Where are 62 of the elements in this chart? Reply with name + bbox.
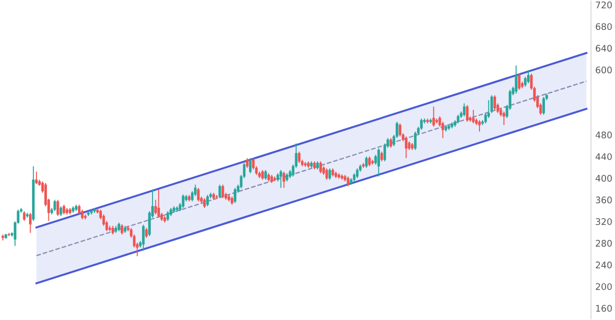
candlestick [206, 194, 209, 207]
y-tick-label: 240 [596, 262, 612, 268]
candlestick [325, 168, 328, 180]
candlestick [222, 184, 224, 199]
candlestick [62, 204, 66, 215]
y-tick-label: 480 [596, 132, 612, 138]
candlestick [22, 210, 26, 222]
y-tick-label: 360 [596, 196, 612, 204]
candlestick [35, 171, 38, 185]
y-tick-label: 400 [596, 174, 612, 182]
candlestick [60, 206, 62, 217]
y-tick-label: 440 [596, 153, 612, 160]
candlestick [298, 151, 300, 164]
candlestick [462, 102, 466, 117]
candlestick [234, 187, 236, 204]
candlestick [56, 199, 60, 217]
candlestick [404, 136, 408, 159]
candlestick [466, 104, 469, 122]
candlestick [218, 184, 222, 199]
candlestick [346, 176, 350, 187]
candlestick [264, 170, 267, 180]
candlestick [319, 160, 322, 174]
candlestick [493, 94, 496, 110]
candlestick [246, 158, 249, 168]
candlestick [527, 70, 530, 84]
candlestick [197, 187, 200, 202]
candlestick [166, 210, 170, 222]
candlestick [377, 148, 380, 178]
candlestick [380, 151, 383, 162]
candlestick [368, 156, 371, 167]
candlestick [182, 194, 184, 208]
candlestick [502, 111, 506, 126]
y-tick-label: 680 [596, 23, 612, 30]
candlestick [157, 189, 160, 218]
candlestick [390, 138, 392, 148]
candlestick [249, 158, 252, 174]
candlestick [120, 224, 124, 235]
candlestick [53, 199, 56, 212]
candlestick [518, 73, 520, 90]
candlestick [282, 171, 286, 188]
y-tick-label: 320 [596, 218, 612, 226]
candlestick [203, 198, 206, 208]
candlestick [356, 168, 359, 179]
candlestick [490, 94, 493, 114]
y-tick-label: 600 [596, 66, 612, 74]
candlestick [514, 64, 518, 94]
y-tick-label: 160 [596, 304, 612, 312]
y-tick-label: 720 [596, 2, 612, 8]
candlestick [365, 156, 368, 168]
candlestick [478, 120, 481, 132]
candlestick [145, 228, 148, 238]
candlestick [280, 170, 282, 188]
y-tick-label: 280 [596, 240, 612, 247]
candlestick [328, 168, 332, 180]
y-tick-label: 640 [596, 44, 612, 52]
candlestick [432, 106, 435, 128]
candlestick [261, 170, 264, 180]
candlestick [29, 212, 32, 234]
candlestick [472, 109, 475, 124]
candlestick [542, 96, 545, 116]
y-tick-label: 200 [596, 283, 612, 290]
candlestick [142, 224, 145, 252]
